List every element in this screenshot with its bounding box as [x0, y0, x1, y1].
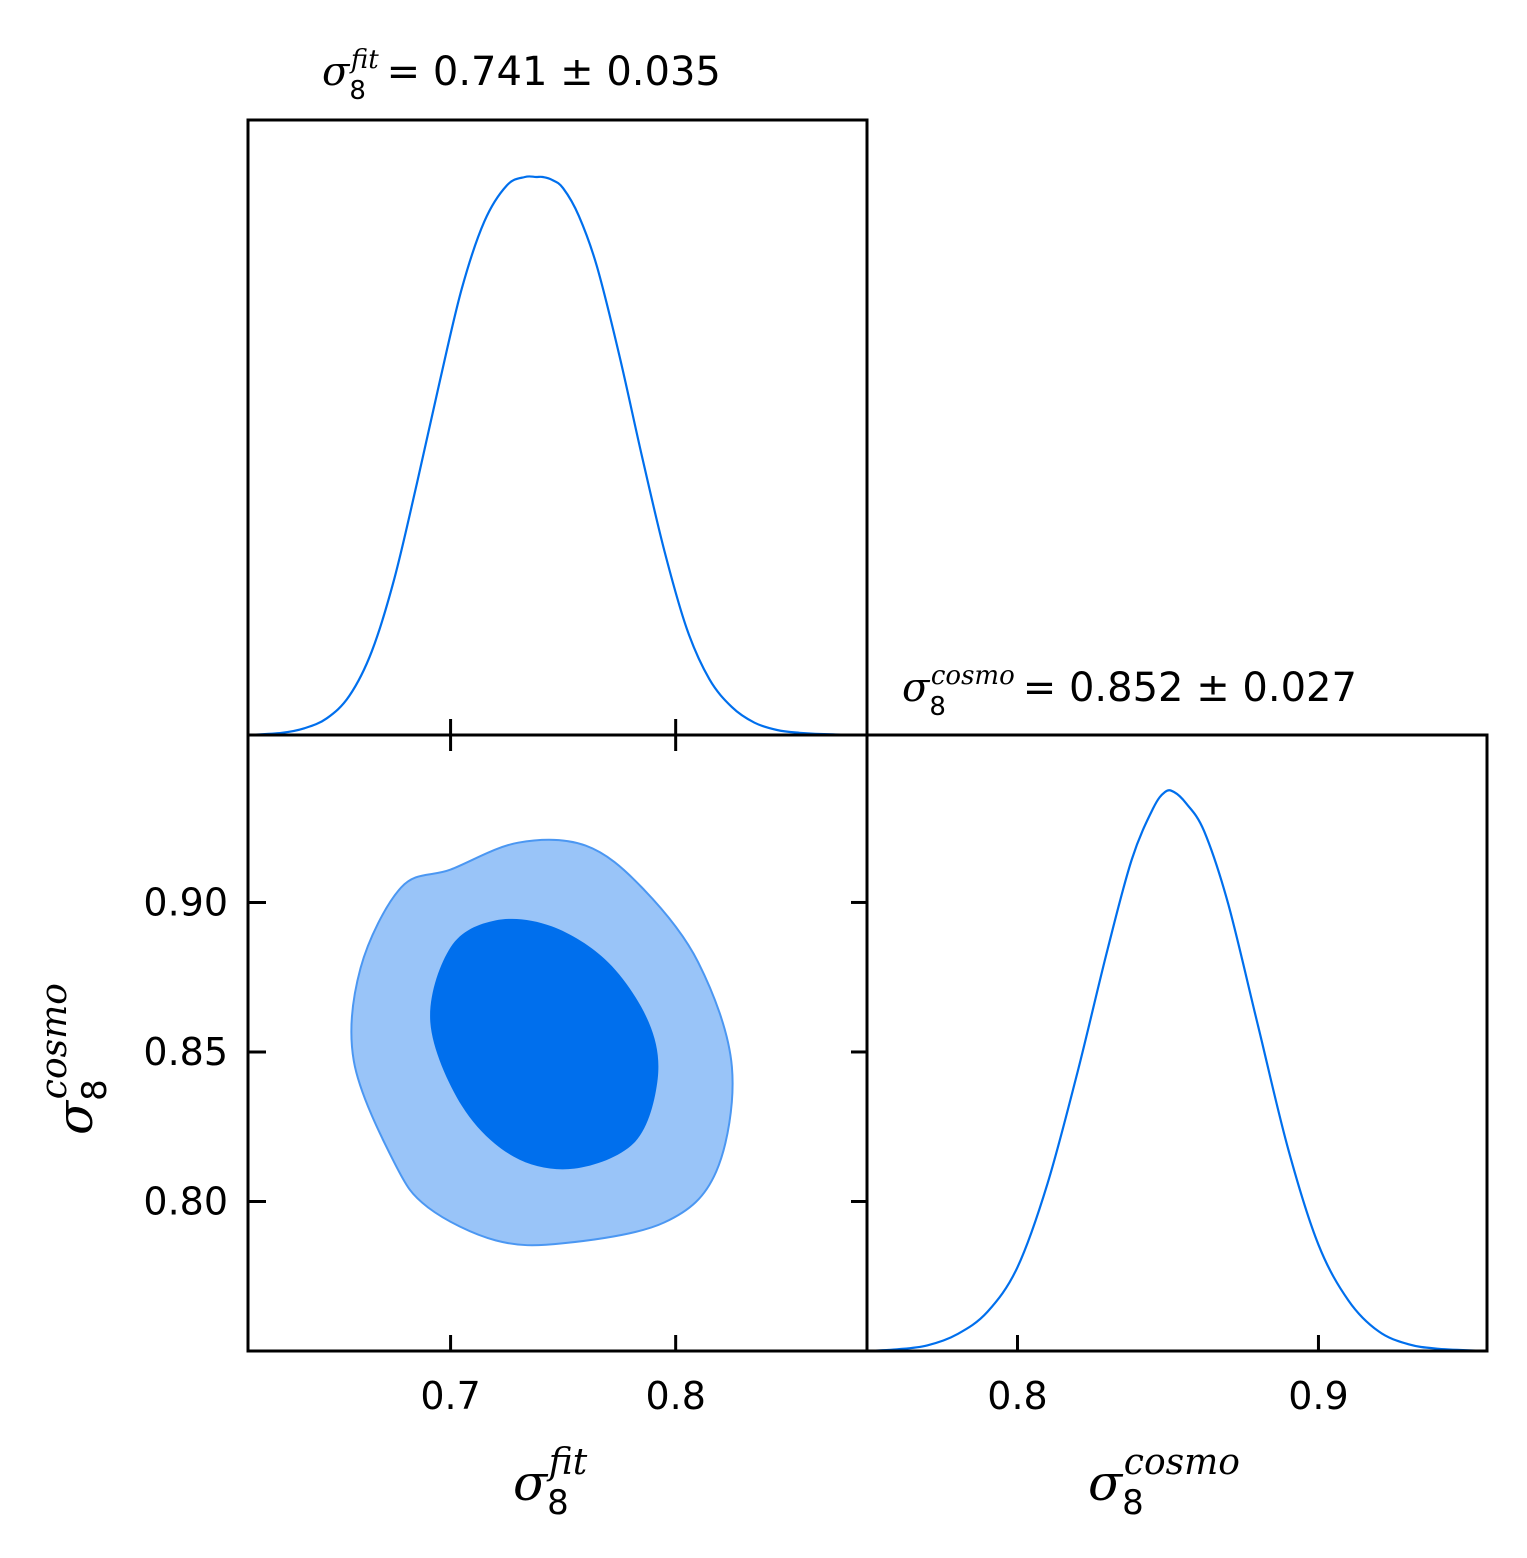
- joint-ytick-label-0: 0.80: [143, 1179, 228, 1223]
- xlabel-fit: σ8fit: [513, 1442, 588, 1523]
- cosmo-xtick-label-0: 0.8: [987, 1374, 1047, 1418]
- xlabel-cosmo: σ8cosmo: [1088, 1442, 1240, 1523]
- contour-68-region: [430, 918, 659, 1170]
- cosmo-ticks: 0.8 0.9: [987, 1335, 1349, 1418]
- marginal-fit-curve: [247, 175, 868, 737]
- joint-ytick-label-1: 0.85: [143, 1030, 228, 1074]
- panel-marginal-cosmo-frame: [865, 733, 1489, 1353]
- joint-xtick-label-1: 0.8: [645, 1374, 705, 1418]
- cosmo-xtick-label-1: 0.9: [1288, 1374, 1348, 1418]
- panel-marginal-fit: σ8fit = 0.741 ± 0.035: [246, 45, 869, 737]
- panel-marginal-cosmo: 0.8 0.9 σ8cosmo = 0.852 ± 0.027: [865, 661, 1489, 1418]
- shared-ticks: [449, 719, 678, 751]
- panel-marginal-fit-frame: [246, 118, 869, 737]
- title-marginal-fit: σ8fit = 0.741 ± 0.035: [322, 45, 721, 106]
- joint-xtick-label-0: 0.7: [420, 1374, 480, 1418]
- panel-joint: 0.7 0.8 0.80 0.85 0.90: [143, 733, 869, 1418]
- ylabel-cosmo: σ8cosmo: [34, 983, 115, 1135]
- joint-ytick-label-2: 0.90: [143, 880, 228, 924]
- marginal-cosmo-curve: [866, 789, 1488, 1353]
- joint-ticks: 0.7 0.8 0.80 0.85 0.90: [143, 880, 867, 1418]
- title-marginal-cosmo: σ8cosmo = 0.852 ± 0.027: [902, 661, 1357, 722]
